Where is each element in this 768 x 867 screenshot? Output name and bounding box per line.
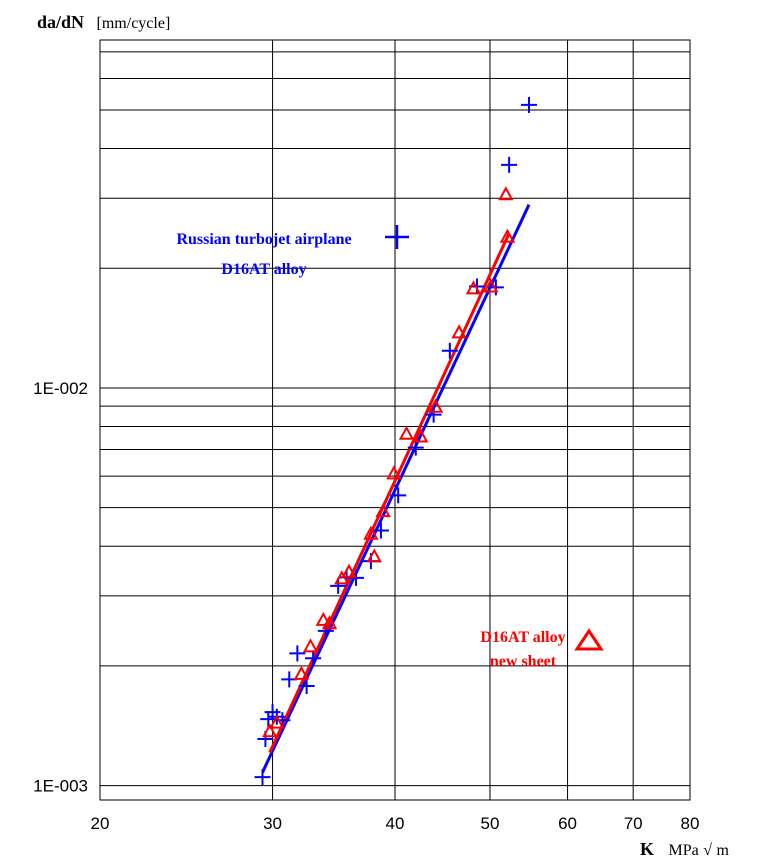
legend-blue-line1: Russian turbojet airplane — [176, 231, 351, 248]
point-triangle — [498, 186, 514, 201]
legend-red-line1: D16AT alloy — [480, 629, 565, 646]
point-triangle — [427, 398, 444, 413]
y-axis-title: da/dN [mm/cycle] — [37, 12, 170, 32]
point-triangle — [483, 278, 499, 293]
point-triangle — [386, 465, 402, 480]
sqrt-symbol: √ — [703, 842, 712, 859]
grid — [99, 40, 691, 800]
x-tick-label: 70 — [624, 814, 643, 833]
plot-frame — [99, 39, 691, 801]
y-tick-label: 1E-002 — [33, 379, 88, 398]
point-triangle — [451, 324, 467, 339]
point-triangle — [363, 525, 379, 540]
point-triangle — [341, 563, 357, 578]
point-plus — [289, 645, 306, 662]
point-plus — [487, 279, 504, 296]
x-tick-label: 50 — [481, 814, 500, 833]
point-triangle — [413, 428, 429, 443]
point-triangle — [321, 615, 338, 630]
point-plus — [372, 522, 389, 539]
x-tick-labels: 20 30 40 50 60 70 80 — [91, 814, 700, 833]
point-plus — [254, 769, 271, 786]
legend-blue-line2: D16AT alloy — [221, 261, 306, 278]
y-tick-label: 1E-003 — [33, 777, 88, 796]
point-plus — [520, 96, 537, 113]
point-triangle — [366, 548, 382, 563]
fit-line-red — [268, 232, 511, 754]
point-triangle — [302, 638, 319, 653]
point-plus — [348, 569, 365, 586]
x-tick-label: 30 — [263, 814, 282, 833]
fit-line-blue — [261, 204, 531, 773]
y-tick-labels: 1E-003 1E-002 — [33, 379, 88, 796]
point-triangle — [375, 503, 391, 518]
data-points — [254, 96, 537, 786]
point-triangle — [262, 723, 278, 738]
x-tick-label: 60 — [558, 814, 577, 833]
x-tick-label: 40 — [386, 814, 405, 833]
x-tick-label: 20 — [91, 814, 110, 833]
point-plus — [390, 487, 407, 504]
fit-lines — [261, 204, 531, 773]
legend-red-line2: new sheet — [490, 653, 557, 670]
point-plus — [298, 678, 315, 695]
point-plus — [425, 406, 442, 423]
point-triangle — [398, 425, 415, 440]
point-plus — [305, 650, 322, 667]
point-triangle — [293, 665, 310, 680]
point-plus — [441, 342, 458, 359]
point-triangle — [315, 611, 332, 626]
legend-red: D16AT alloy new sheet — [480, 628, 604, 670]
x-axis-title: K MPa √ m — [640, 839, 730, 859]
point-plus — [260, 711, 277, 728]
legend-red-marker — [574, 628, 604, 651]
legend-blue: Russian turbojet airplane D16AT alloy — [176, 225, 409, 278]
point-triangle — [465, 280, 482, 295]
point-plus — [501, 156, 518, 173]
point-triangle — [334, 570, 350, 585]
point-triangle — [269, 714, 285, 729]
point-triangle — [499, 228, 516, 243]
legend-blue-marker — [385, 225, 409, 249]
x-tick-label: 80 — [681, 814, 700, 833]
